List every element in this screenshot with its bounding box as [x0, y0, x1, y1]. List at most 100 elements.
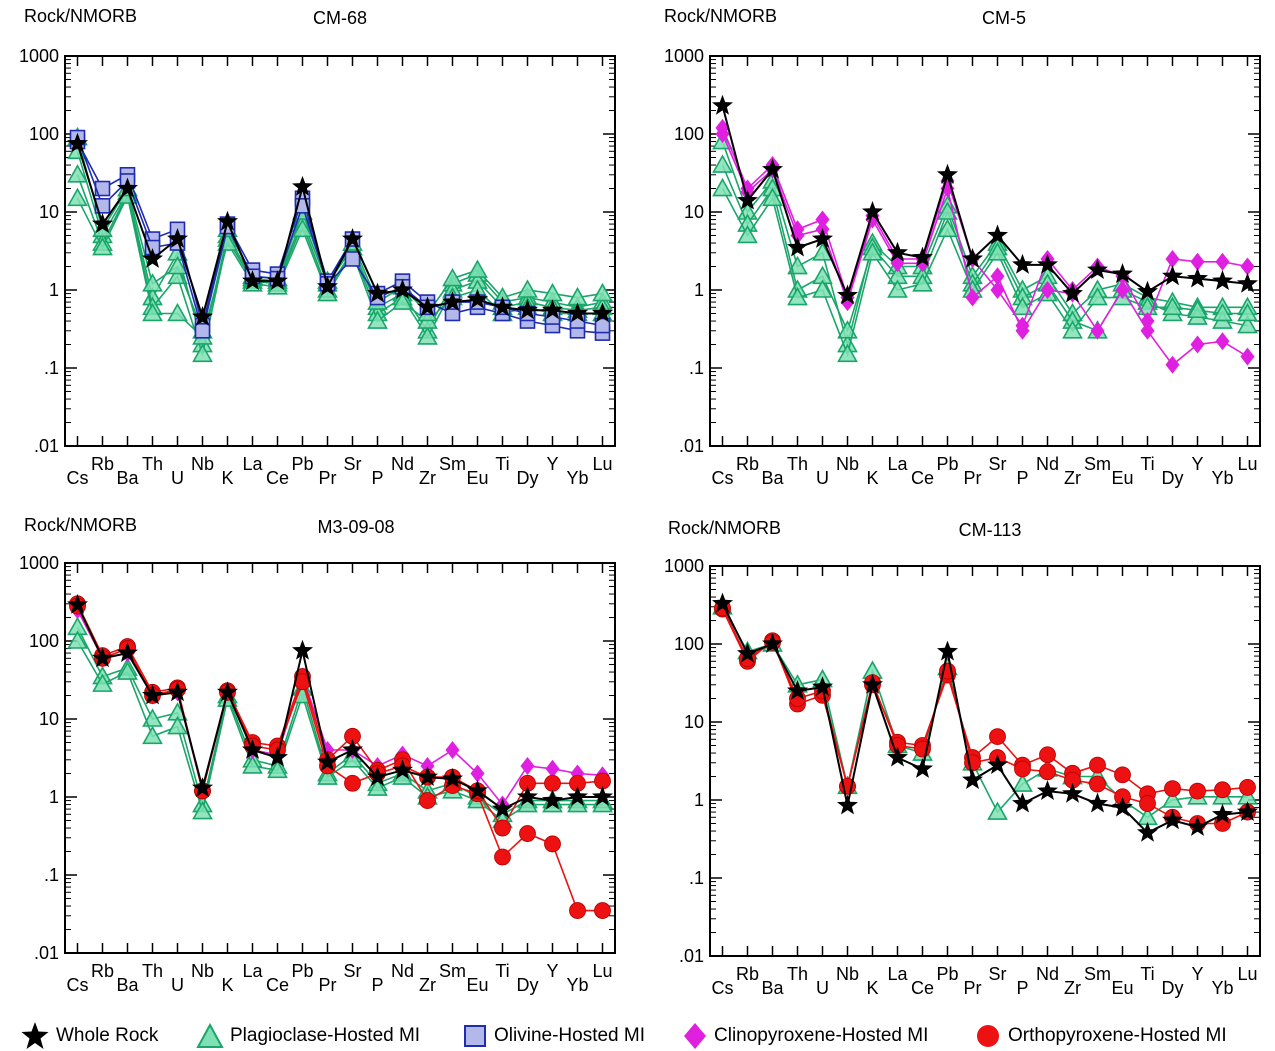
- data-point-tri: [1187, 299, 1208, 319]
- data-point-star: [937, 163, 958, 184]
- data-point-cir: [1139, 795, 1156, 812]
- data-point-star: [342, 739, 363, 759]
- data-point-star: [417, 766, 438, 786]
- data-point-star: [392, 279, 413, 299]
- data-point-tri: [67, 630, 88, 649]
- series-line: [76, 603, 603, 912]
- data-point-tri: [142, 302, 163, 322]
- data-point-star: [837, 284, 858, 305]
- data-point-tri: [117, 661, 138, 680]
- x-tick-label: Pr: [319, 975, 337, 995]
- x-tick-label: Nb: [191, 961, 214, 981]
- data-point-tri: [517, 279, 538, 298]
- x-tick-label: Th: [787, 454, 808, 474]
- x-tick-label: P: [1016, 978, 1028, 998]
- data-point-star: [1037, 253, 1058, 274]
- x-tick-label: Pr: [964, 978, 982, 998]
- data-point-star: [492, 798, 513, 818]
- data-point-star: [467, 288, 488, 309]
- x-tick-label: Eu: [1111, 468, 1133, 488]
- x-tick-label: Lu: [1237, 964, 1257, 984]
- chart-title: CM-113: [959, 520, 1022, 540]
- data-point-star: [367, 282, 388, 303]
- data-point-star: [567, 302, 588, 323]
- y-tick-label: 1: [49, 787, 59, 807]
- x-tick-label: La: [887, 454, 908, 474]
- data-point-star: [67, 132, 88, 153]
- data-point-sq: [94, 198, 111, 214]
- x-tick-label: Pb: [936, 454, 958, 474]
- x-tick-label: Sr: [344, 961, 362, 981]
- data-point-star: [1212, 803, 1233, 824]
- data-point-dia: [815, 210, 830, 229]
- data-point-star: [267, 746, 288, 767]
- data-point-sq: [194, 322, 211, 339]
- circle-icon: [977, 1025, 999, 1047]
- y-tick-label: .1: [44, 358, 59, 378]
- data-point-star: [962, 769, 983, 789]
- legend-label-clinopyroxene: Clinopyroxene-Hosted MI: [714, 1025, 929, 1046]
- y-tick-label: 1: [694, 280, 704, 300]
- y-axis-label: Rock/NMORB: [24, 6, 137, 26]
- data-point-dia: [1165, 355, 1180, 374]
- y-tick-label: 10: [684, 202, 704, 222]
- data-point-tri: [812, 279, 833, 298]
- x-tick-label: Ce: [266, 975, 289, 995]
- x-tick-label: U: [816, 468, 829, 488]
- square-icon: [464, 1025, 486, 1047]
- data-point-star: [887, 241, 908, 262]
- series-orthopyroxene: [69, 597, 611, 837]
- data-point-tri: [167, 255, 188, 275]
- x-tick-label: Cs: [712, 978, 734, 998]
- data-point-star: [812, 228, 833, 248]
- data-point-dia: [990, 267, 1005, 286]
- data-point-star: [1112, 796, 1133, 817]
- x-tick-label: Rb: [91, 961, 114, 981]
- data-point-cir: [594, 902, 611, 919]
- data-point-star: [912, 246, 933, 267]
- data-point-dia: [1240, 257, 1255, 276]
- diamond-icon: [684, 1023, 706, 1049]
- data-point-dia: [965, 288, 980, 307]
- data-point-cir: [494, 848, 511, 866]
- data-point-star: [92, 647, 113, 668]
- x-tick-label: K: [866, 468, 878, 488]
- data-point-star: [517, 299, 538, 320]
- series-line: [721, 603, 1248, 835]
- y-tick-label: 100: [29, 631, 59, 651]
- chart-title: CM-5: [982, 8, 1026, 28]
- data-point-star: [862, 201, 883, 221]
- data-point-tri: [292, 218, 313, 238]
- x-tick-label: Cs: [712, 468, 734, 488]
- x-tick-label: Sm: [439, 454, 466, 474]
- data-point-cir: [989, 728, 1006, 745]
- x-tick-label: Cs: [67, 468, 89, 488]
- data-point-star: [592, 302, 613, 323]
- x-tick-label: Sr: [989, 454, 1007, 474]
- x-tick-label: Y: [1191, 964, 1203, 984]
- data-point-tri: [442, 267, 463, 287]
- data-point-star: [1237, 272, 1258, 293]
- data-point-tri: [367, 777, 388, 796]
- x-tick-label: K: [221, 468, 233, 488]
- legend-label-olivine: Olivine-Hosted MI: [494, 1025, 645, 1046]
- data-point-cir: [1014, 760, 1031, 778]
- data-point-tri: [367, 310, 388, 329]
- x-tick-label: Pb: [291, 961, 313, 981]
- x-tick-label: Lu: [592, 454, 612, 474]
- data-point-dia: [1040, 281, 1055, 299]
- series-orthopyroxene: [69, 595, 611, 919]
- series-line: [721, 133, 1248, 366]
- y-tick-label: 1: [694, 790, 704, 810]
- data-point-star: [1037, 780, 1058, 800]
- x-tick-label: Ti: [495, 961, 509, 981]
- data-point-tri: [92, 236, 113, 256]
- x-tick-label: Ti: [1140, 454, 1154, 474]
- y-tick-label: 10: [39, 709, 59, 729]
- data-point-star: [1212, 270, 1233, 290]
- legend-item-plagioclase: Plagioclase-Hosted MI: [196, 1021, 420, 1051]
